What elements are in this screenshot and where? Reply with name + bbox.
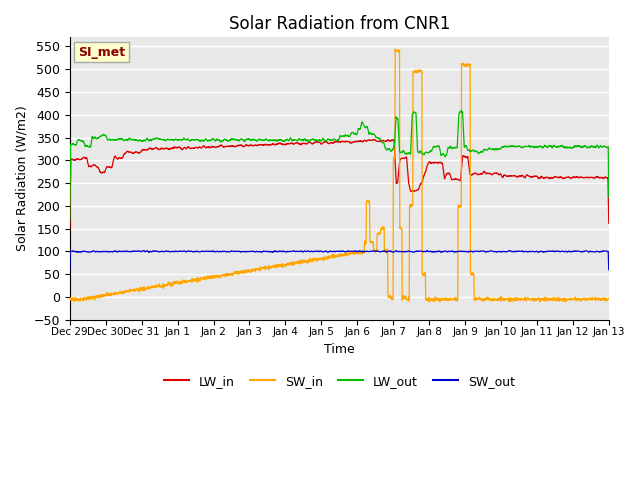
X-axis label: Time: Time [324, 343, 355, 356]
Title: Solar Radiation from CNR1: Solar Radiation from CNR1 [228, 15, 450, 33]
Text: SI_met: SI_met [78, 46, 125, 59]
Y-axis label: Solar Radiation (W/m2): Solar Radiation (W/m2) [15, 106, 28, 252]
Legend: LW_in, SW_in, LW_out, SW_out: LW_in, SW_in, LW_out, SW_out [159, 370, 520, 393]
